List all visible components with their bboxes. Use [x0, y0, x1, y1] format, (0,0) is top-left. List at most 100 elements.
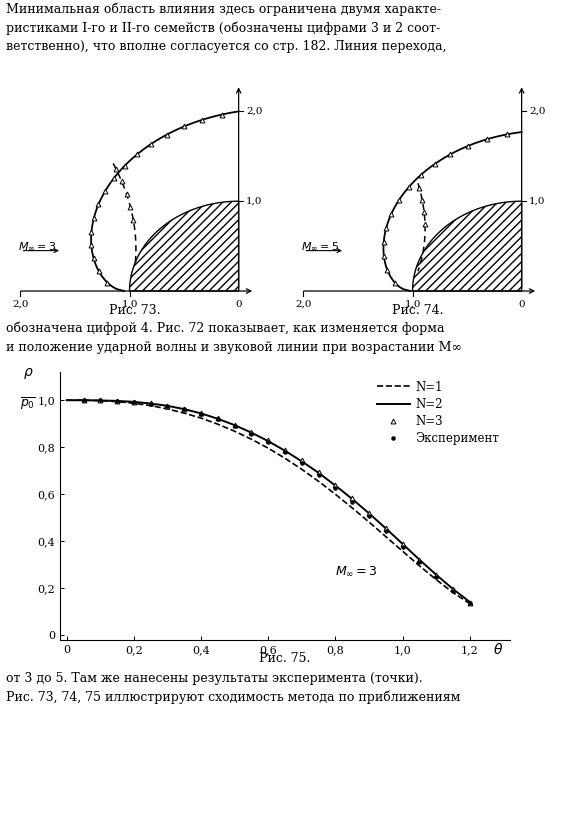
Эксперимент	[181, 404, 188, 414]
N=3	[181, 404, 188, 414]
Эксперимент	[97, 395, 104, 405]
Text: 1,0: 1,0	[121, 300, 138, 309]
Legend: N=1, N=2, N=3, Эксперимент: N=1, N=2, N=3, Эксперимент	[377, 380, 499, 445]
N=1	[198, 413, 205, 423]
Text: Рис. 73.: Рис. 73.	[109, 304, 161, 316]
N=3	[365, 508, 372, 518]
N=2	[231, 420, 238, 430]
N=1	[349, 503, 356, 513]
N=2	[466, 597, 473, 607]
N=1	[214, 420, 221, 430]
N=3	[164, 400, 171, 410]
Эксперимент	[113, 396, 120, 406]
N=3	[332, 480, 339, 490]
N=2	[399, 539, 406, 549]
N=2	[131, 397, 137, 407]
Эксперимент	[433, 572, 439, 582]
N=2	[214, 414, 221, 424]
N=1	[231, 426, 238, 436]
Эксперимент	[198, 409, 205, 419]
N=3	[399, 539, 406, 549]
N=2	[450, 584, 457, 594]
Эксперимент	[214, 414, 221, 425]
Line: N=3: N=3	[81, 398, 472, 605]
Эксперимент	[147, 399, 154, 409]
Text: 2,0: 2,0	[246, 107, 263, 116]
N=1	[365, 517, 372, 527]
N=1	[282, 453, 288, 463]
Text: обозначена цифрой 4. Рис. 72 показывает, как изменяется форма
и положение ударно: обозначена цифрой 4. Рис. 72 показывает,…	[6, 322, 462, 354]
N=2	[298, 456, 305, 466]
N=3	[450, 585, 457, 595]
N=1	[80, 395, 87, 405]
N=1	[466, 599, 473, 609]
Text: 0: 0	[235, 300, 242, 309]
N=3	[433, 570, 439, 580]
Эксперимент	[248, 429, 255, 439]
N=3	[382, 523, 389, 533]
N=2	[433, 570, 439, 580]
Эксперимент	[416, 557, 423, 567]
Text: 2,0: 2,0	[295, 300, 312, 309]
N=3	[113, 396, 120, 406]
N=2	[315, 468, 322, 478]
N=1	[248, 435, 255, 445]
Эксперимент	[365, 511, 372, 521]
N=1	[332, 490, 339, 500]
N=2	[113, 396, 120, 406]
Эксперимент	[265, 437, 272, 447]
N=2	[265, 436, 272, 446]
N=3	[416, 555, 423, 565]
N=1	[382, 531, 389, 541]
Text: Рис. 74.: Рис. 74.	[392, 304, 444, 316]
N=2	[80, 395, 87, 405]
Text: Рис. 75.: Рис. 75.	[259, 652, 311, 666]
Text: от 3 до 5. Там же нанесены результаты эксперимента (точки).
Рис. 73, 74, 75 иллю: от 3 до 5. Там же нанесены результаты эк…	[6, 672, 460, 704]
N=1	[147, 400, 154, 410]
N=3	[231, 420, 238, 430]
N=1	[399, 546, 406, 556]
Эксперимент	[466, 598, 473, 608]
N=2	[63, 395, 70, 405]
N=1	[63, 395, 70, 405]
N=1	[450, 587, 457, 597]
N=1	[265, 443, 272, 453]
N=2	[164, 401, 171, 411]
Эксперимент	[80, 395, 87, 405]
N=3	[80, 395, 87, 405]
Text: $\overline{p_0}$: $\overline{p_0}$	[20, 395, 36, 412]
N=3	[131, 397, 137, 407]
Эксперимент	[382, 526, 389, 536]
Эксперимент	[231, 421, 238, 431]
Text: $\theta$: $\theta$	[493, 642, 503, 657]
N=1	[315, 476, 322, 486]
N=1	[113, 397, 120, 407]
Эксперимент	[349, 496, 356, 506]
Text: $\rho$: $\rho$	[23, 366, 34, 381]
N=3	[265, 435, 272, 445]
N=3	[214, 414, 221, 424]
Line: N=1: N=1	[67, 400, 470, 604]
N=2	[416, 555, 423, 565]
Text: 2,0: 2,0	[12, 300, 28, 309]
N=2	[147, 399, 154, 409]
N=2	[382, 523, 389, 533]
N=3	[198, 408, 205, 418]
N=2	[248, 428, 255, 438]
N=3	[466, 598, 473, 608]
Text: 1,0: 1,0	[530, 197, 545, 206]
N=1	[416, 560, 423, 570]
N=2	[181, 404, 188, 414]
N=1	[164, 404, 171, 414]
Text: 2,0: 2,0	[530, 107, 545, 116]
Text: 1,0: 1,0	[404, 300, 421, 309]
Text: $M_{\infty}=5$: $M_{\infty}=5$	[302, 240, 339, 252]
Эксперимент	[399, 542, 406, 552]
N=3	[282, 445, 288, 455]
Text: Минимальная область влияния здесь ограничена двумя характе-
ристиками I-го и II-: Минимальная область влияния здесь ограни…	[6, 2, 446, 53]
Эксперимент	[164, 401, 171, 411]
Эксперимент	[298, 458, 305, 468]
N=1	[97, 395, 104, 405]
N=3	[147, 399, 154, 409]
N=2	[282, 445, 288, 455]
